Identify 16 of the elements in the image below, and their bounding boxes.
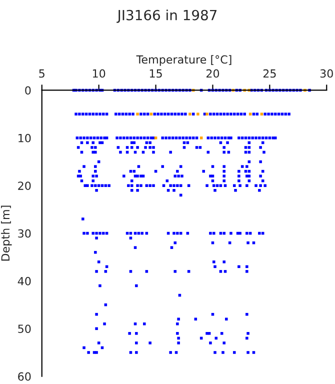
y-tick-label: 40 (18, 276, 31, 286)
y-tick-label: 60 (18, 372, 31, 381)
x-tick-label: 20 (206, 69, 220, 78)
x-axis-title: Temperature [°C] (136, 55, 232, 66)
y-tick-label: 0 (25, 86, 31, 95)
y-tick-label: 10 (18, 134, 31, 142)
x-tick-label: 30 (320, 69, 333, 78)
x-tick-label: 5 (39, 69, 44, 78)
x-tick-label: 15 (150, 69, 162, 78)
y-axis-title: Depth [m] (1, 206, 12, 261)
y-tick-label: 50 (18, 324, 31, 334)
y-tick-label: 20 (18, 182, 31, 190)
x-tick-label: 10 (92, 69, 106, 78)
chart-title: JI3166 in 1987 (116, 10, 216, 23)
y-tick-label: 30 (18, 229, 31, 238)
x-tick-label: 25 (263, 69, 276, 78)
